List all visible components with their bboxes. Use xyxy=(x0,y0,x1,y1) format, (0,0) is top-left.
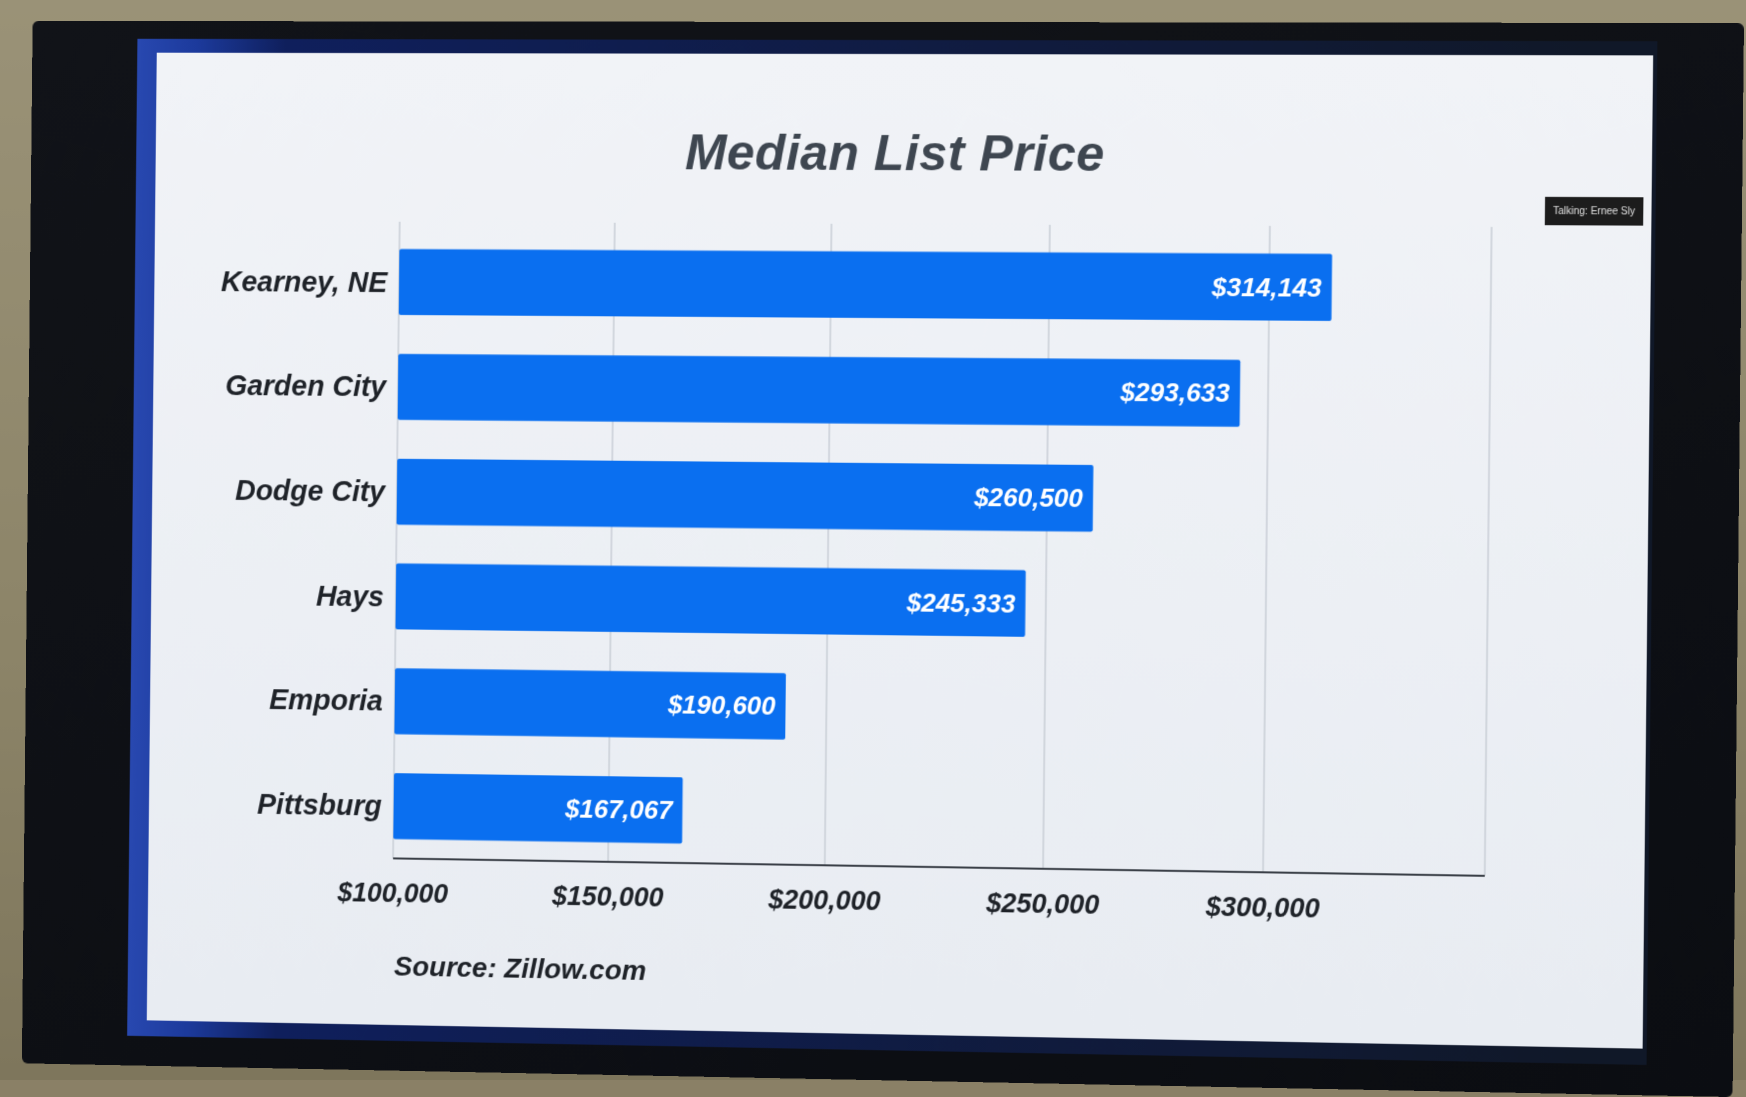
grid-line xyxy=(1043,225,1050,869)
x-tick-label: $150,000 xyxy=(551,881,664,913)
data-label: $293,633 xyxy=(1119,379,1230,408)
category-label: Pittsburg xyxy=(257,789,382,823)
x-tick-label: $300,000 xyxy=(1205,891,1320,923)
category-label: Emporia xyxy=(269,685,383,718)
grid-line xyxy=(825,224,832,865)
grid-line xyxy=(393,222,400,859)
x-tick-label: $100,000 xyxy=(336,877,448,909)
data-label: $190,600 xyxy=(667,692,777,722)
presentation-slide: Median List Price Talking: Ernee Sly $31… xyxy=(147,53,1653,1049)
x-axis xyxy=(393,858,1485,875)
tv-monitor: Median List Price Talking: Ernee Sly $31… xyxy=(22,21,1744,1097)
bar-chart: $314,143 Kearney, NE $293,633 Garden City $2… xyxy=(147,53,1653,1049)
x-tick-label: $250,000 xyxy=(985,888,1100,920)
bar xyxy=(399,249,1332,321)
data-label: $167,067 xyxy=(564,795,674,825)
data-label: $260,500 xyxy=(973,484,1084,513)
bar xyxy=(398,354,1241,427)
grid-line xyxy=(1263,226,1270,872)
category-label: Hays xyxy=(316,580,384,613)
category-label: Kearney, NE xyxy=(221,266,388,299)
tv-screen: Median List Price Talking: Ernee Sly $31… xyxy=(127,39,1657,1065)
data-label: $245,333 xyxy=(906,589,1017,619)
grid-line xyxy=(608,223,615,862)
source-note: Source: Zillow.com xyxy=(394,951,647,987)
data-label: $314,143 xyxy=(1211,274,1323,303)
grid-line xyxy=(1485,227,1492,876)
category-label: Dodge City xyxy=(235,475,387,508)
x-tick-label: $200,000 xyxy=(767,884,881,916)
category-label: Garden City xyxy=(225,371,388,404)
